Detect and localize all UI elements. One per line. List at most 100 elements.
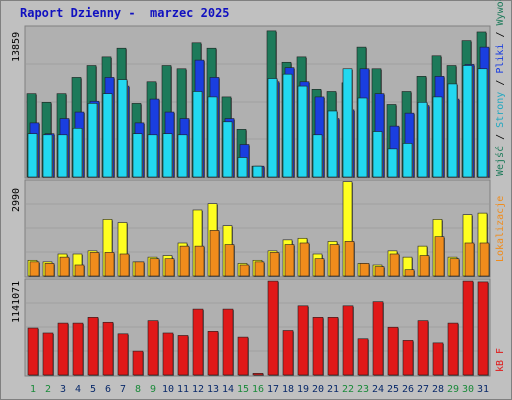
x-tick-label-day-2: 2 [45, 384, 51, 395]
bar-locations-day-11 [179, 245, 190, 277]
bar-kbf-day-23 [357, 338, 369, 376]
x-tick-label-day-21: 21 [327, 384, 339, 395]
bar-locations-day-13 [209, 230, 220, 277]
bar-kbf-day-11 [177, 335, 189, 376]
bar-strony-day-12 [192, 91, 203, 178]
x-tick-label-day-28: 28 [432, 384, 444, 395]
bar-strony-day-13 [207, 96, 218, 178]
legend-item: Pliki [495, 44, 506, 74]
bar-locations-day-25 [389, 253, 400, 277]
bar-strony-day-14 [222, 121, 233, 178]
bar-locations-day-30 [464, 242, 475, 277]
bar-strony-day-2 [42, 134, 53, 178]
bottom-legend: kB F [495, 348, 506, 372]
bar-locations-day-23 [359, 263, 370, 277]
bar-locations-day-4 [74, 264, 85, 277]
bar-kbf-day-28 [432, 342, 444, 376]
bar-locations-day-9 [149, 258, 160, 277]
bar-strony-day-24 [372, 131, 383, 178]
x-tick-label-day-17: 17 [267, 384, 279, 395]
bar-strony-day-6 [102, 93, 113, 178]
bar-strony-day-7 [117, 79, 128, 178]
top-ymax-label: 13859 [11, 32, 22, 62]
bar-strony-day-28 [432, 96, 443, 178]
bar-locations-day-29 [449, 258, 460, 277]
bar-kbf-day-22 [342, 305, 354, 376]
chart-title: Raport Dzienny - marzec 2025 [20, 6, 230, 20]
bar-strony-day-9 [147, 134, 158, 178]
bottom-ymax-label: 1141071 [11, 281, 22, 323]
x-tick-label-day-5: 5 [90, 384, 96, 395]
bar-kbf-day-4 [72, 322, 84, 376]
x-tick-label-day-24: 24 [372, 384, 384, 395]
bar-kbf-day-31 [477, 281, 489, 376]
x-tick-label-day-19: 19 [297, 384, 309, 395]
bar-strony-day-16 [252, 165, 263, 178]
bar-strony-day-19 [297, 85, 308, 178]
x-tick-label-day-20: 20 [312, 384, 324, 395]
bar-kbf-day-14 [222, 308, 234, 376]
bar-kbf-day-24 [372, 301, 384, 376]
bar-strony-day-8 [132, 133, 143, 178]
bar-kbf-day-29 [447, 322, 459, 376]
bar-locations-day-10 [164, 258, 175, 277]
x-tick-label-day-29: 29 [447, 384, 459, 395]
bar-strony-day-5 [87, 103, 98, 178]
x-tick-label-day-31: 31 [477, 384, 489, 395]
x-tick-label-day-11: 11 [177, 384, 189, 395]
x-tick-label-day-27: 27 [417, 384, 429, 395]
bar-kbf-day-15 [237, 336, 249, 376]
bar-kbf-day-16 [252, 373, 264, 376]
bar-locations-day-17 [269, 252, 280, 277]
bar-locations-day-12 [194, 245, 205, 277]
bar-locations-day-19 [299, 242, 310, 277]
bar-locations-day-16 [254, 261, 265, 277]
x-tick-label-day-14: 14 [222, 384, 234, 395]
x-tick-label-day-22: 22 [342, 384, 354, 395]
bar-strony-day-26 [402, 143, 413, 178]
bar-kbf-day-1 [27, 327, 39, 376]
bar-strony-day-20 [312, 134, 323, 178]
bar-strony-day-15 [237, 157, 248, 178]
bar-strony-day-23 [357, 97, 368, 178]
legend-item: Wywołania [495, 0, 506, 25]
bar-kbf-day-7 [117, 333, 129, 376]
bar-strony-day-1 [27, 133, 38, 178]
x-tick-label-day-13: 13 [207, 384, 219, 395]
bar-locations-day-2 [44, 263, 55, 277]
bar-locations-day-18 [284, 244, 295, 277]
bar-kbf-day-26 [402, 340, 414, 376]
bar-kbf-day-6 [102, 321, 114, 376]
x-tick-label-day-7: 7 [120, 384, 126, 395]
bar-strony-day-30 [462, 65, 473, 178]
bar-kbf-day-5 [87, 317, 99, 376]
x-tick-label-day-9: 9 [150, 384, 156, 395]
bar-kbf-day-13 [207, 331, 219, 376]
bar-kbf-day-21 [327, 317, 339, 376]
x-tick-label-day-23: 23 [357, 384, 369, 395]
bar-locations-day-26 [404, 269, 415, 277]
legend-item: Wejść [494, 146, 506, 176]
bar-locations-day-1 [29, 261, 40, 277]
x-tick-label-day-15: 15 [237, 384, 249, 395]
bar-strony-day-29 [447, 83, 458, 178]
x-tick-label-day-18: 18 [282, 384, 294, 395]
legend-item: Strony [495, 92, 506, 128]
x-tick-label-day-4: 4 [75, 384, 81, 395]
x-tick-label-day-25: 25 [387, 384, 399, 395]
middle-legend: Lokalizacje [495, 196, 506, 262]
bar-strony-day-4 [72, 127, 83, 178]
bar-locations-day-21 [329, 244, 340, 277]
bar-strony-day-11 [177, 134, 188, 178]
bar-strony-day-25 [387, 148, 398, 178]
bar-kbf-day-9 [147, 320, 159, 376]
bar-kbf-day-27 [417, 320, 429, 376]
bar-locations-day-20 [314, 258, 325, 277]
bar-kbf-day-2 [42, 332, 54, 376]
bar-locations-day-22 [344, 241, 355, 277]
bar-kbf-day-19 [297, 305, 309, 376]
bar-locations-day-3 [59, 256, 70, 277]
bar-locations-day-14 [224, 244, 235, 277]
bar-kbf-day-10 [162, 332, 174, 376]
